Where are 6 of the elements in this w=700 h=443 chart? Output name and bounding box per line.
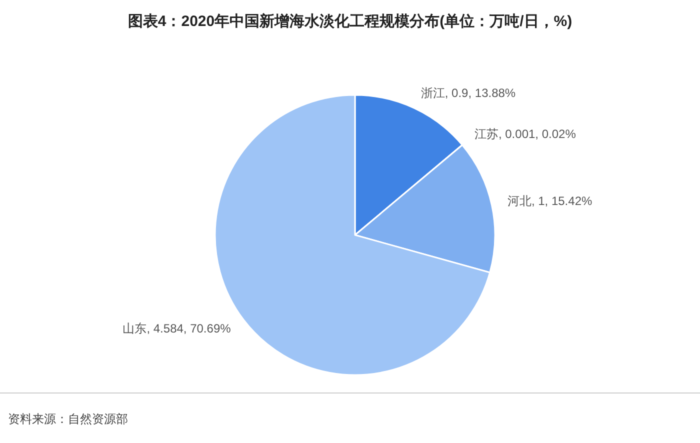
slice-label: 河北, 1, 15.42% — [507, 194, 592, 208]
chart-title: 图表4：2020年中国新增海水淡化工程规模分布(单位：万吨/日，%) — [128, 12, 572, 30]
slice-label: 浙江, 0.9, 13.88% — [420, 86, 516, 100]
slice-label: 山东, 4.584, 70.69% — [122, 322, 232, 336]
text: 资料来源：自然资源部 — [8, 412, 128, 426]
slice-label: 江苏, 0.001, 0.02% — [474, 126, 576, 141]
